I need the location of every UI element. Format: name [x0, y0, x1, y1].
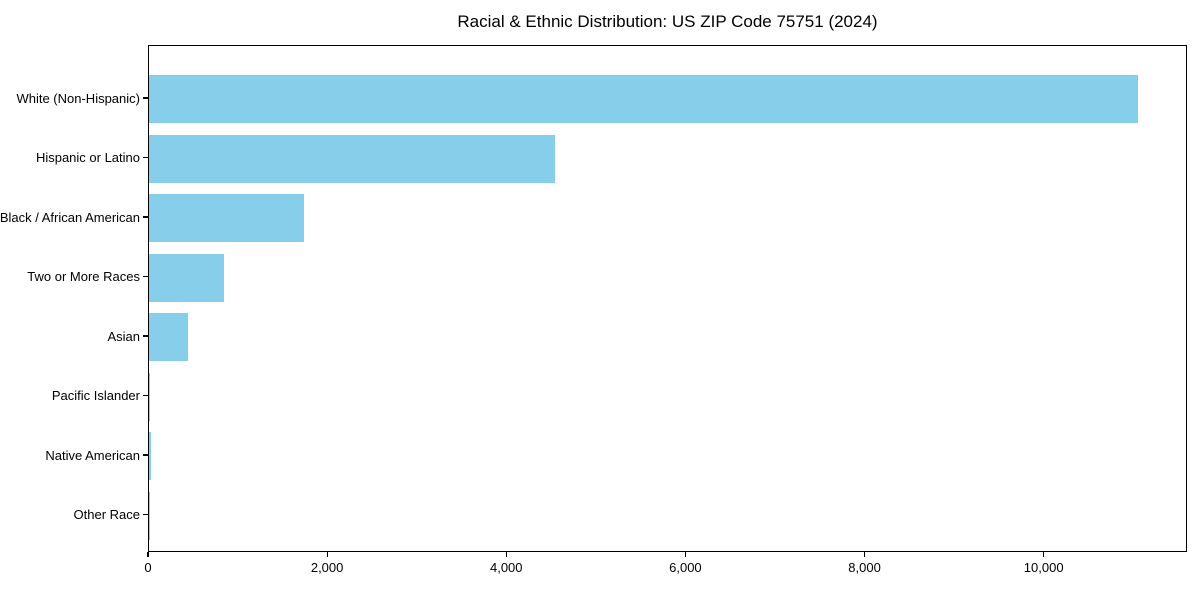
y-tick: [143, 394, 148, 397]
y-axis-label: Asian: [107, 328, 140, 344]
y-tick: [143, 513, 148, 516]
chart-title: Racial & Ethnic Distribution: US ZIP Cod…: [457, 12, 878, 31]
bar: [149, 432, 151, 480]
bar: [149, 194, 304, 242]
y-axis-label: Black / African American: [0, 209, 140, 225]
x-tick: [147, 552, 149, 557]
x-axis-tick-label: 6,000: [669, 560, 702, 575]
y-tick: [143, 454, 148, 456]
y-tick: [143, 156, 148, 159]
bar: [149, 372, 151, 421]
y-axis-label: Other Race: [73, 507, 140, 522]
x-axis-tick-label: 8,000: [848, 560, 881, 575]
y-axis-label: White (Non-Hispanic): [16, 90, 140, 106]
y-tick: [143, 216, 148, 218]
x-axis-tick-label: 10,000: [1023, 560, 1064, 575]
y-axis-label: Pacific Islander: [51, 388, 140, 403]
x-tick: [505, 552, 507, 557]
x-tick: [684, 552, 686, 557]
x-tick: [1043, 552, 1045, 557]
bar: [149, 134, 555, 183]
bar: [149, 75, 1138, 123]
y-axis-label: Hispanic or Latino: [35, 150, 140, 165]
x-tick: [326, 552, 328, 557]
x-tick: [863, 552, 866, 557]
plot-area: [148, 45, 1187, 552]
bar: [149, 253, 225, 302]
y-axis-label: Native American: [45, 447, 140, 463]
x-axis-tick-label: 4,000: [489, 560, 523, 575]
y-tick: [143, 335, 148, 337]
x-axis-tick-label: 2,000: [310, 560, 344, 575]
y-axis-label: Two or More Races: [27, 269, 140, 284]
y-tick: [143, 275, 148, 278]
x-axis-tick-label: 0: [144, 560, 152, 575]
bar: [149, 491, 150, 540]
y-tick: [143, 97, 148, 99]
bar: [149, 313, 188, 361]
